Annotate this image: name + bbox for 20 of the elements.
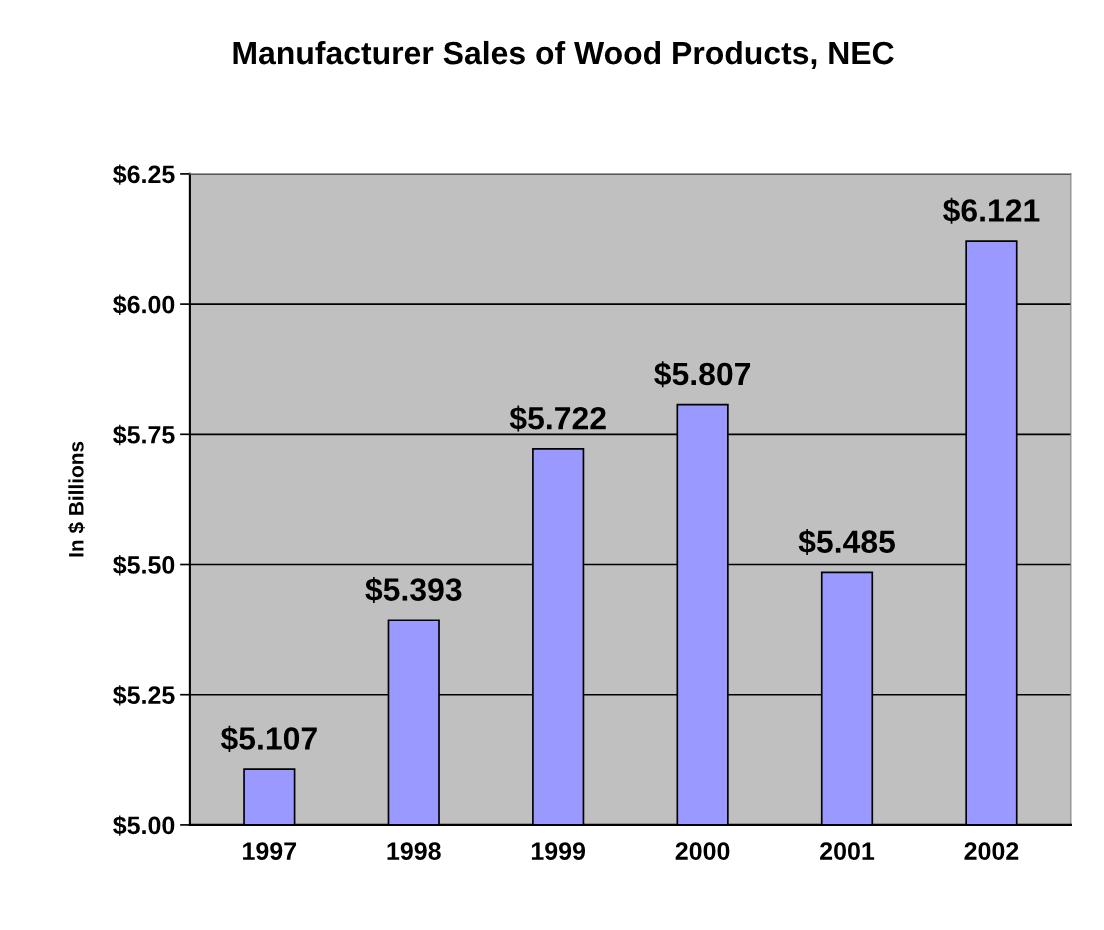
- x-tick-label: 2001: [820, 842, 875, 860]
- y-axis-title: In $ Billions: [67, 441, 85, 557]
- x-tick-label: 1998: [387, 842, 441, 860]
- x-tick-label: 1997: [243, 842, 297, 860]
- x-tick-label: 2000: [675, 842, 730, 860]
- data-label: $5.393: [365, 576, 462, 603]
- y-tick-label: $6.25: [113, 164, 175, 185]
- y-tick-label: $6.00: [113, 294, 175, 316]
- data-label: $6.121: [943, 197, 1040, 224]
- data-label: $5.107: [220, 725, 317, 752]
- y-tick-label: $5.00: [113, 815, 175, 836]
- x-tick-label: 1999: [531, 842, 586, 860]
- data-label: $5.485: [798, 528, 895, 556]
- y-tick-label: $5.50: [113, 555, 175, 576]
- data-label: $5.807: [654, 361, 751, 388]
- chart-title: Manufacturer Sales of Wood Products, NEC: [233, 40, 894, 70]
- y-tick-label: $5.75: [113, 424, 175, 446]
- y-tick-label: $5.25: [113, 685, 175, 706]
- x-tick-label: 2002: [964, 842, 1019, 860]
- data-label: $5.722: [509, 405, 606, 432]
